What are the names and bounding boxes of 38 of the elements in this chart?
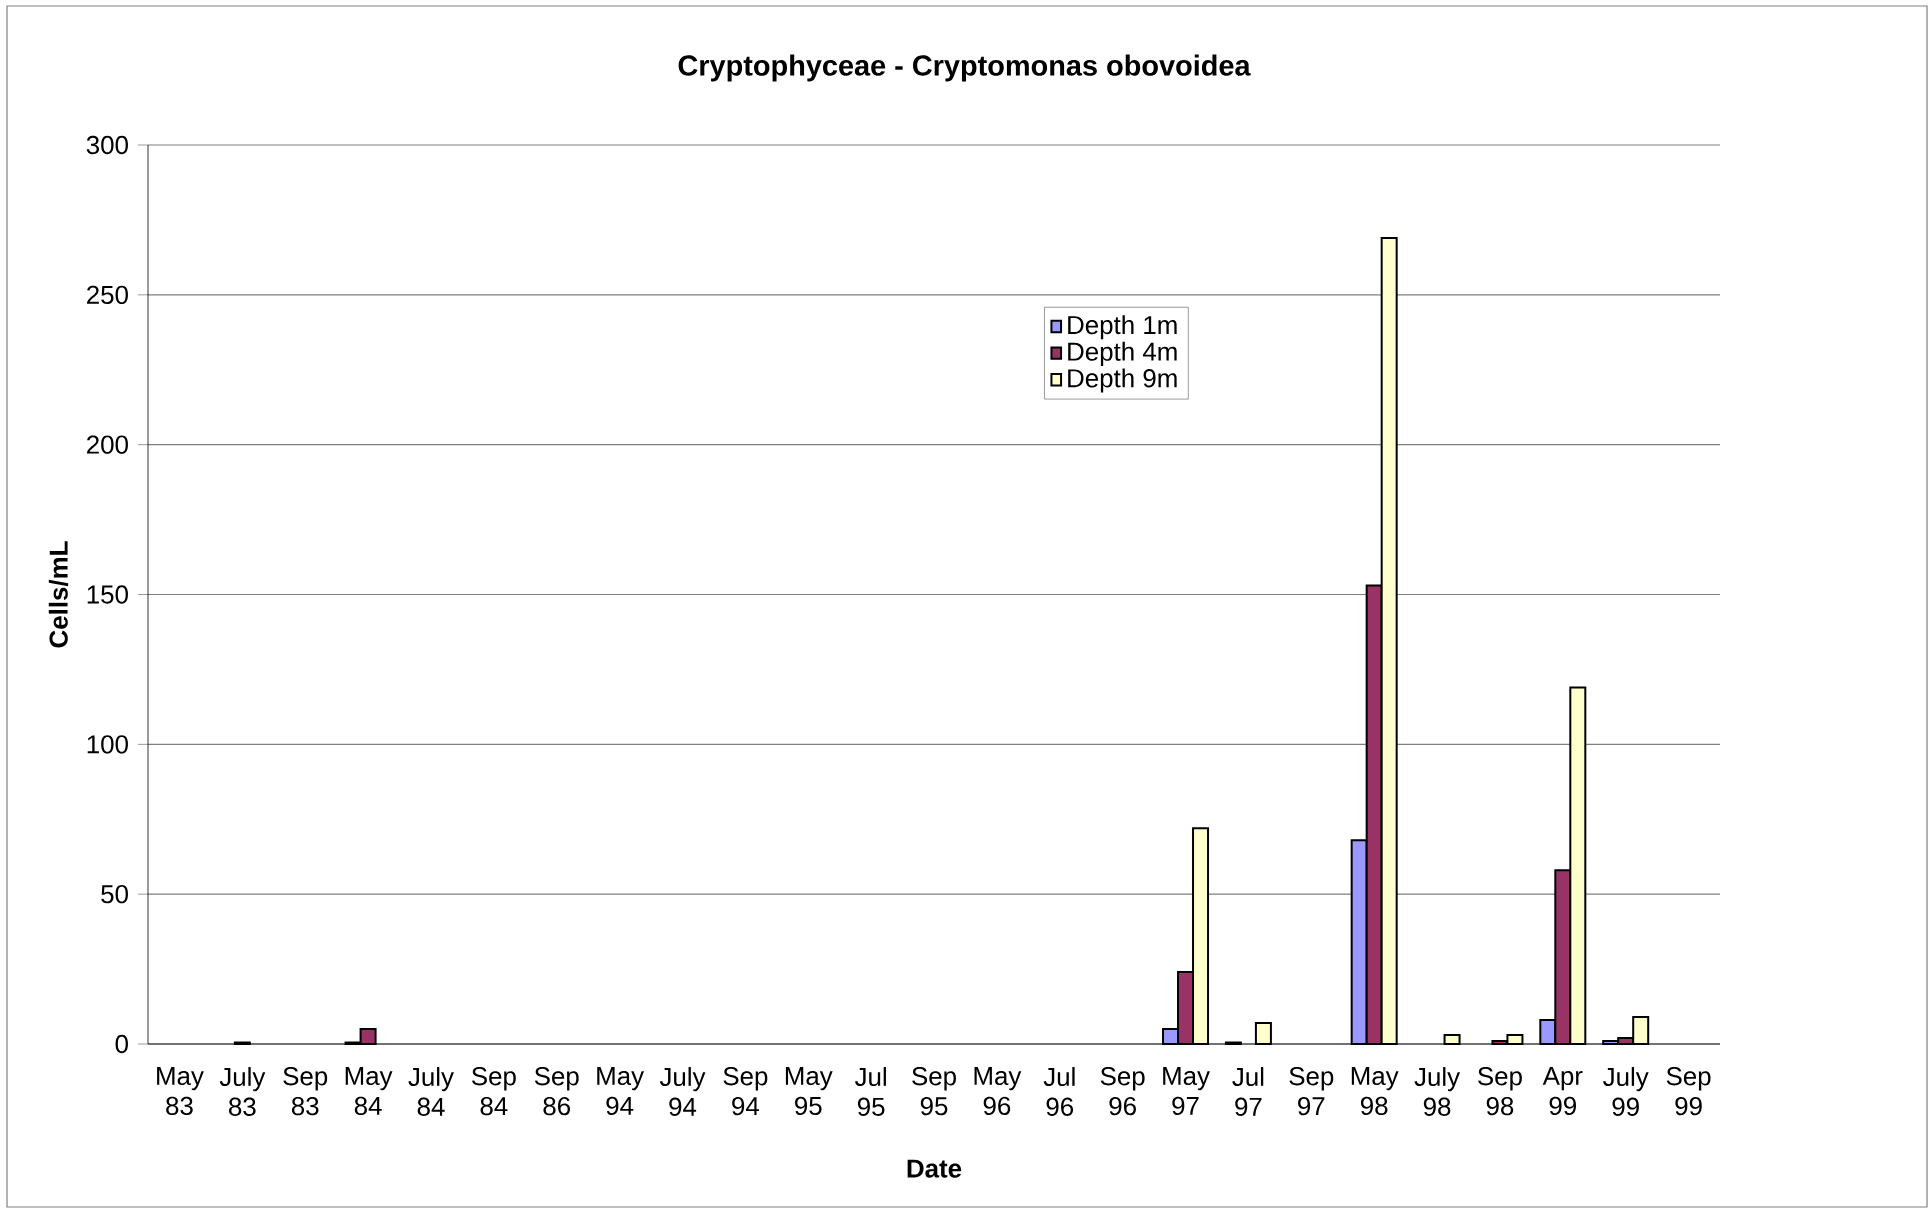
y-tick-label: 250 <box>87 285 128 305</box>
x-tick-label: May 96 <box>974 1067 1022 1116</box>
x-tick-label: Sep 99 <box>1666 1067 1711 1116</box>
x-tick-label: Sep 94 <box>723 1067 768 1116</box>
x-tick-label: July 98 <box>1414 1067 1461 1116</box>
x-tick-label: Sep 84 <box>471 1067 516 1116</box>
x-tick-label: Sep 98 <box>1478 1067 1522 1116</box>
x-tick-label: Sep 83 <box>283 1067 328 1116</box>
legend-label: Depth 1m <box>1068 315 1177 340</box>
y-tick-label: 0 <box>115 1034 128 1054</box>
x-tick-label: May 95 <box>785 1067 833 1116</box>
x-tick-label: Jul 97 <box>1232 1067 1264 1116</box>
x-axis-title: Date <box>907 1159 962 1178</box>
y-axis-title: Cells/mL <box>48 541 69 648</box>
legend-label: Depth 4m <box>1068 341 1177 366</box>
y-tick-label: 200 <box>87 435 128 454</box>
x-tick-label: May 98 <box>1351 1067 1399 1116</box>
x-tick-label: May 84 <box>345 1067 393 1116</box>
x-tick-label: July 83 <box>219 1067 266 1116</box>
x-tick-label: Sep 96 <box>1100 1067 1145 1116</box>
x-tick-label: May 94 <box>597 1067 645 1116</box>
x-tick-label: Sep 86 <box>534 1067 579 1116</box>
x-tick-label: Sep 95 <box>912 1067 956 1116</box>
x-tick-label: May 97 <box>1163 1067 1210 1116</box>
x-tick-label: May 83 <box>157 1067 204 1116</box>
x-tick-label: Jul 95 <box>854 1067 886 1116</box>
x-tick-label: Apr 99 <box>1542 1067 1583 1116</box>
y-tick-label: 150 <box>87 585 128 604</box>
y-tick-label: 300 <box>86 135 128 155</box>
x-tick-label: July 99 <box>1603 1067 1649 1116</box>
x-tick-label: Sep 97 <box>1289 1067 1334 1116</box>
y-tick-label: 50 <box>101 885 128 904</box>
x-tick-label: July 94 <box>659 1067 706 1116</box>
x-tick-label: July 84 <box>408 1067 454 1116</box>
y-tick-label: 100 <box>87 735 128 754</box>
x-tick-label: Jul 96 <box>1043 1067 1075 1116</box>
legend-label: Depth 9m <box>1068 368 1177 393</box>
chart-title: Cryptophyceae - Cryptomonas obovoidea <box>678 54 1251 82</box>
